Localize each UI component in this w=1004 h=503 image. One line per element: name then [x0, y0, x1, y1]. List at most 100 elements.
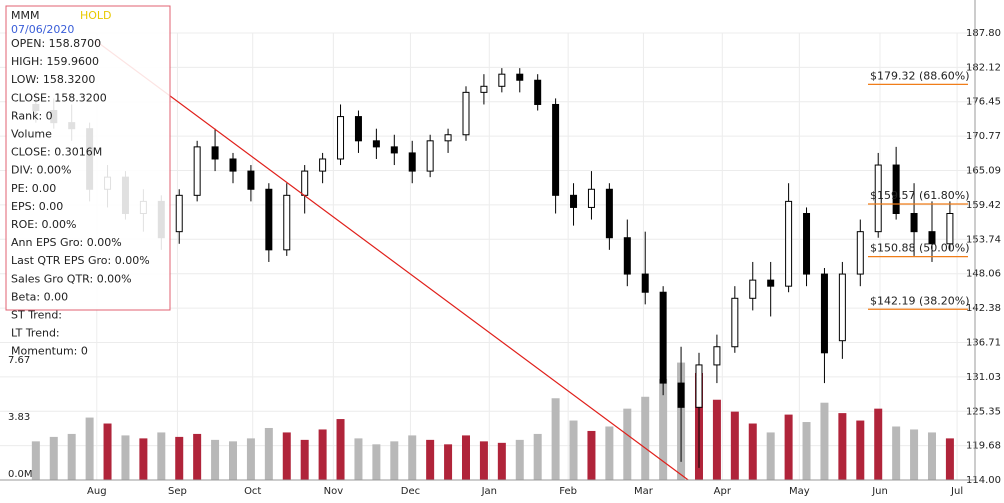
volume-bar [605, 426, 614, 480]
candle-body [803, 212, 811, 275]
volume-bar [856, 420, 865, 480]
info-line: CLOSE: 0.3016M [11, 146, 102, 159]
candle-layer [32, 68, 954, 468]
volume-bar [802, 422, 811, 480]
volume-bar [497, 442, 506, 480]
volume-tick-label: 0.0M [8, 469, 33, 480]
candle-body [677, 382, 685, 408]
volume-bar [139, 438, 148, 480]
candle-body [283, 194, 291, 251]
volume-bar [282, 432, 291, 480]
candle-body [390, 146, 398, 154]
volume-bar [300, 439, 309, 480]
x-tick-label: Feb [559, 486, 577, 497]
y-tick-label: 136.71 [966, 337, 1001, 348]
volume-bar [784, 414, 793, 480]
volume-bar [157, 432, 166, 480]
volume-bar [318, 429, 327, 480]
x-tick-label: May [789, 486, 810, 497]
volume-bar [892, 426, 901, 480]
candle-body [928, 231, 936, 245]
fib-label: $159.57 (61.80%) [870, 189, 970, 202]
volume-bar [49, 436, 58, 480]
volume-bar [372, 444, 381, 480]
x-tick-label: Apr [714, 486, 732, 497]
x-tick-label: Aug [87, 486, 107, 497]
info-line: EPS: 0.00 [11, 200, 63, 213]
volume-bar [426, 439, 435, 480]
candle-body [247, 170, 255, 190]
volume-bar [945, 438, 954, 480]
candle-body [516, 73, 524, 81]
info-line: OPEN: 158.8700 [11, 37, 101, 50]
candle-body [426, 140, 434, 172]
volume-bar [85, 417, 94, 480]
candle-body [372, 140, 380, 148]
candle-body [552, 103, 560, 196]
volume-bar [228, 441, 237, 480]
volume-bar [927, 432, 936, 480]
x-tick-label: Mar [634, 486, 654, 497]
symbol: MMM [11, 9, 39, 22]
candle-body [785, 200, 793, 287]
volume-bar [533, 433, 542, 480]
volume-bar [246, 438, 255, 480]
y-tick-label: 159.42 [966, 200, 1001, 211]
volume-bar [408, 435, 417, 480]
y-tick-label: 176.45 [966, 97, 1001, 108]
volume-tick-label: 7.67 [8, 355, 30, 366]
info-line: DIV: 0.00% [11, 164, 72, 177]
x-tick-label: Jul [950, 486, 963, 497]
trend-line [94, 39, 689, 481]
info-line: HIGH: 159.9600 [11, 55, 99, 68]
fib-label: $150.88 (50.00%) [870, 242, 970, 255]
info-line: Momentum: 0 [11, 345, 88, 358]
volume-bar [712, 399, 721, 480]
volume-bar [264, 427, 273, 480]
fib-label: $142.19 (38.20%) [870, 294, 970, 307]
volume-bar [820, 402, 829, 480]
candle-body [193, 146, 201, 196]
candle-body [623, 237, 631, 275]
x-tick-label: Jun [871, 486, 888, 497]
rating: HOLD [80, 9, 112, 22]
volume-bar [623, 408, 632, 480]
candle-body [265, 188, 273, 251]
volume-bar [766, 432, 775, 480]
candle-body [695, 364, 703, 408]
volume-bar [730, 411, 739, 480]
candle-body [570, 194, 578, 208]
x-tick-label: Nov [324, 486, 344, 497]
volume-tick-label: 3.83 [8, 412, 30, 423]
info-line: Last QTR EPS Gro: 0.00% [11, 254, 150, 267]
candle-body [337, 116, 345, 160]
candle-body [175, 194, 183, 233]
candle-body [856, 231, 864, 275]
candle-body [480, 85, 488, 93]
y-tick-label: 187.80 [966, 28, 1001, 39]
candle-body [946, 212, 954, 245]
info-line: CLOSE: 158.3200 [11, 91, 107, 104]
x-tick-label: Oct [244, 486, 261, 497]
y-tick-label: 148.06 [966, 269, 1001, 280]
volume-bar [121, 435, 130, 480]
candle-body [301, 170, 309, 196]
volume-bar [175, 436, 184, 480]
volume-bar [910, 429, 919, 480]
info-line: LOW: 158.3200 [11, 73, 95, 86]
y-tick-label: 153.74 [966, 234, 1001, 245]
info-line: LT Trend: [11, 327, 60, 340]
volume-bar [641, 396, 650, 480]
overlay-layer: $179.32 (88.60%) $159.57 (61.80%) $150.88 … [94, 39, 970, 481]
x-tick-label: Jan [481, 486, 497, 497]
x-tick-label: Dec [401, 486, 420, 497]
volume-bar [874, 408, 883, 480]
x-tick-label: Sep [168, 486, 187, 497]
candle-body [749, 279, 757, 299]
info-line: Volume [11, 128, 52, 141]
date: 07/06/2020 [11, 23, 74, 36]
info-box-frame [5, 5, 171, 311]
y-tick-label: 165.09 [966, 166, 1001, 177]
